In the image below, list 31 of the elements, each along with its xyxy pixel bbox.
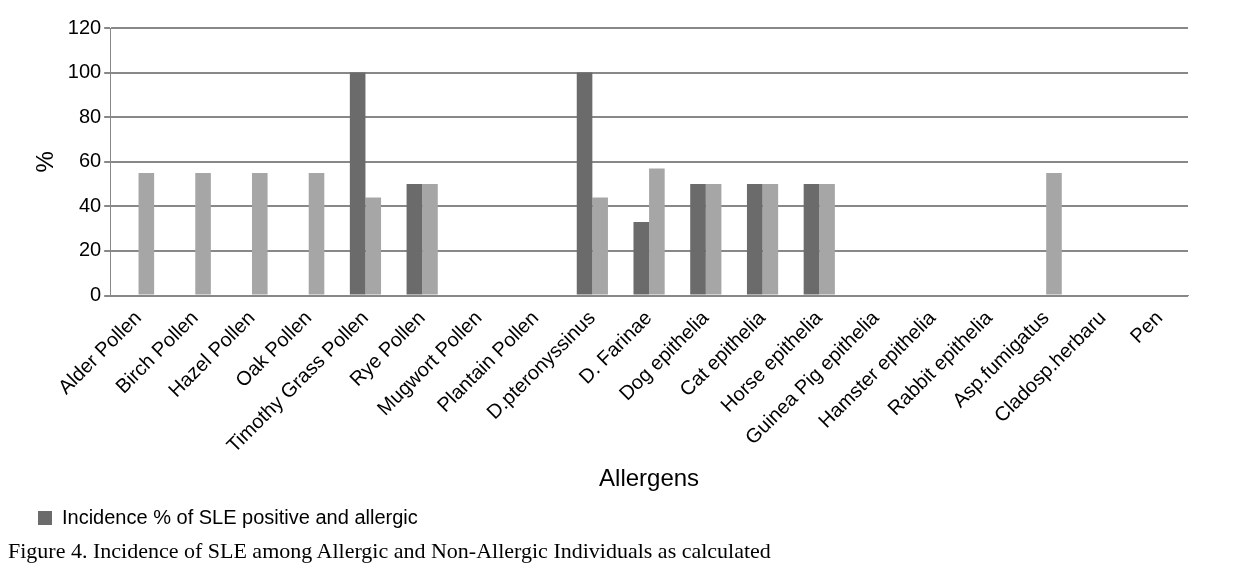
- bar: [690, 184, 706, 295]
- x-axis-title: Allergens: [599, 464, 700, 492]
- bar: [195, 172, 211, 295]
- bar: [422, 184, 438, 295]
- bar: [406, 184, 423, 295]
- bar: [365, 197, 382, 295]
- y-tick-label: 80: [78, 104, 102, 127]
- bar: [705, 184, 722, 295]
- bar: [1046, 172, 1062, 295]
- legend-label: Incidence % of SLE positive and allergic: [62, 505, 418, 528]
- bar: [592, 197, 608, 295]
- y-tick-label: 40: [78, 193, 102, 216]
- bar: [746, 184, 763, 295]
- bar: [762, 184, 779, 295]
- y-axis-title: %: [31, 151, 59, 173]
- bar: [308, 172, 325, 295]
- y-tick-label: 20: [78, 238, 102, 261]
- bar: [649, 168, 665, 295]
- bar: [576, 72, 593, 295]
- bar: [138, 172, 155, 295]
- bar: [251, 172, 268, 295]
- y-tick-label: 100: [67, 60, 102, 83]
- y-tick-label: 0: [90, 283, 102, 306]
- bar: [803, 184, 820, 295]
- caption: Figure 4. Incidence of SLE among Allergic and Non-Allergic Individuals as calculated: [8, 538, 772, 564]
- x-tick-label: Pen: [1125, 306, 1167, 347]
- y-tick-label: 60: [78, 149, 102, 172]
- bar: [819, 184, 835, 295]
- bar: [349, 72, 366, 295]
- y-tick-label: 120: [67, 15, 102, 38]
- bar: [633, 221, 650, 295]
